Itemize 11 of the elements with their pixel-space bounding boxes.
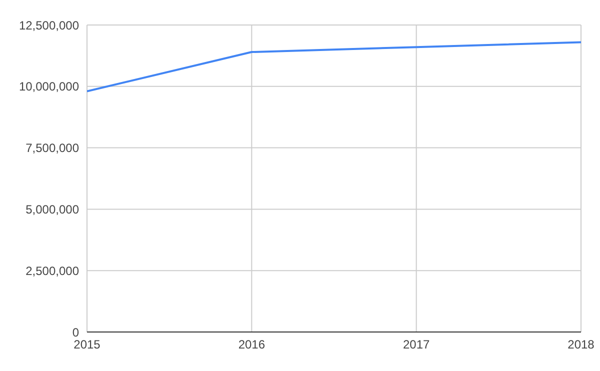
y-tick-label: 5,000,000 [26, 202, 80, 216]
y-tick-label: 2,500,000 [26, 264, 80, 278]
x-tick-label: 2015 [74, 338, 101, 352]
x-tick-label: 2018 [568, 338, 595, 352]
x-tick-label: 2016 [238, 338, 266, 352]
y-tick-label: 7,500,000 [26, 141, 80, 156]
y-tick-label: 12,500,000 [18, 18, 80, 32]
y-tick-label: 10,000,000 [18, 80, 80, 94]
x-tick-label: 2017 [402, 338, 430, 352]
line-series [87, 41, 581, 92]
y-tick-label: 0 [72, 325, 80, 340]
